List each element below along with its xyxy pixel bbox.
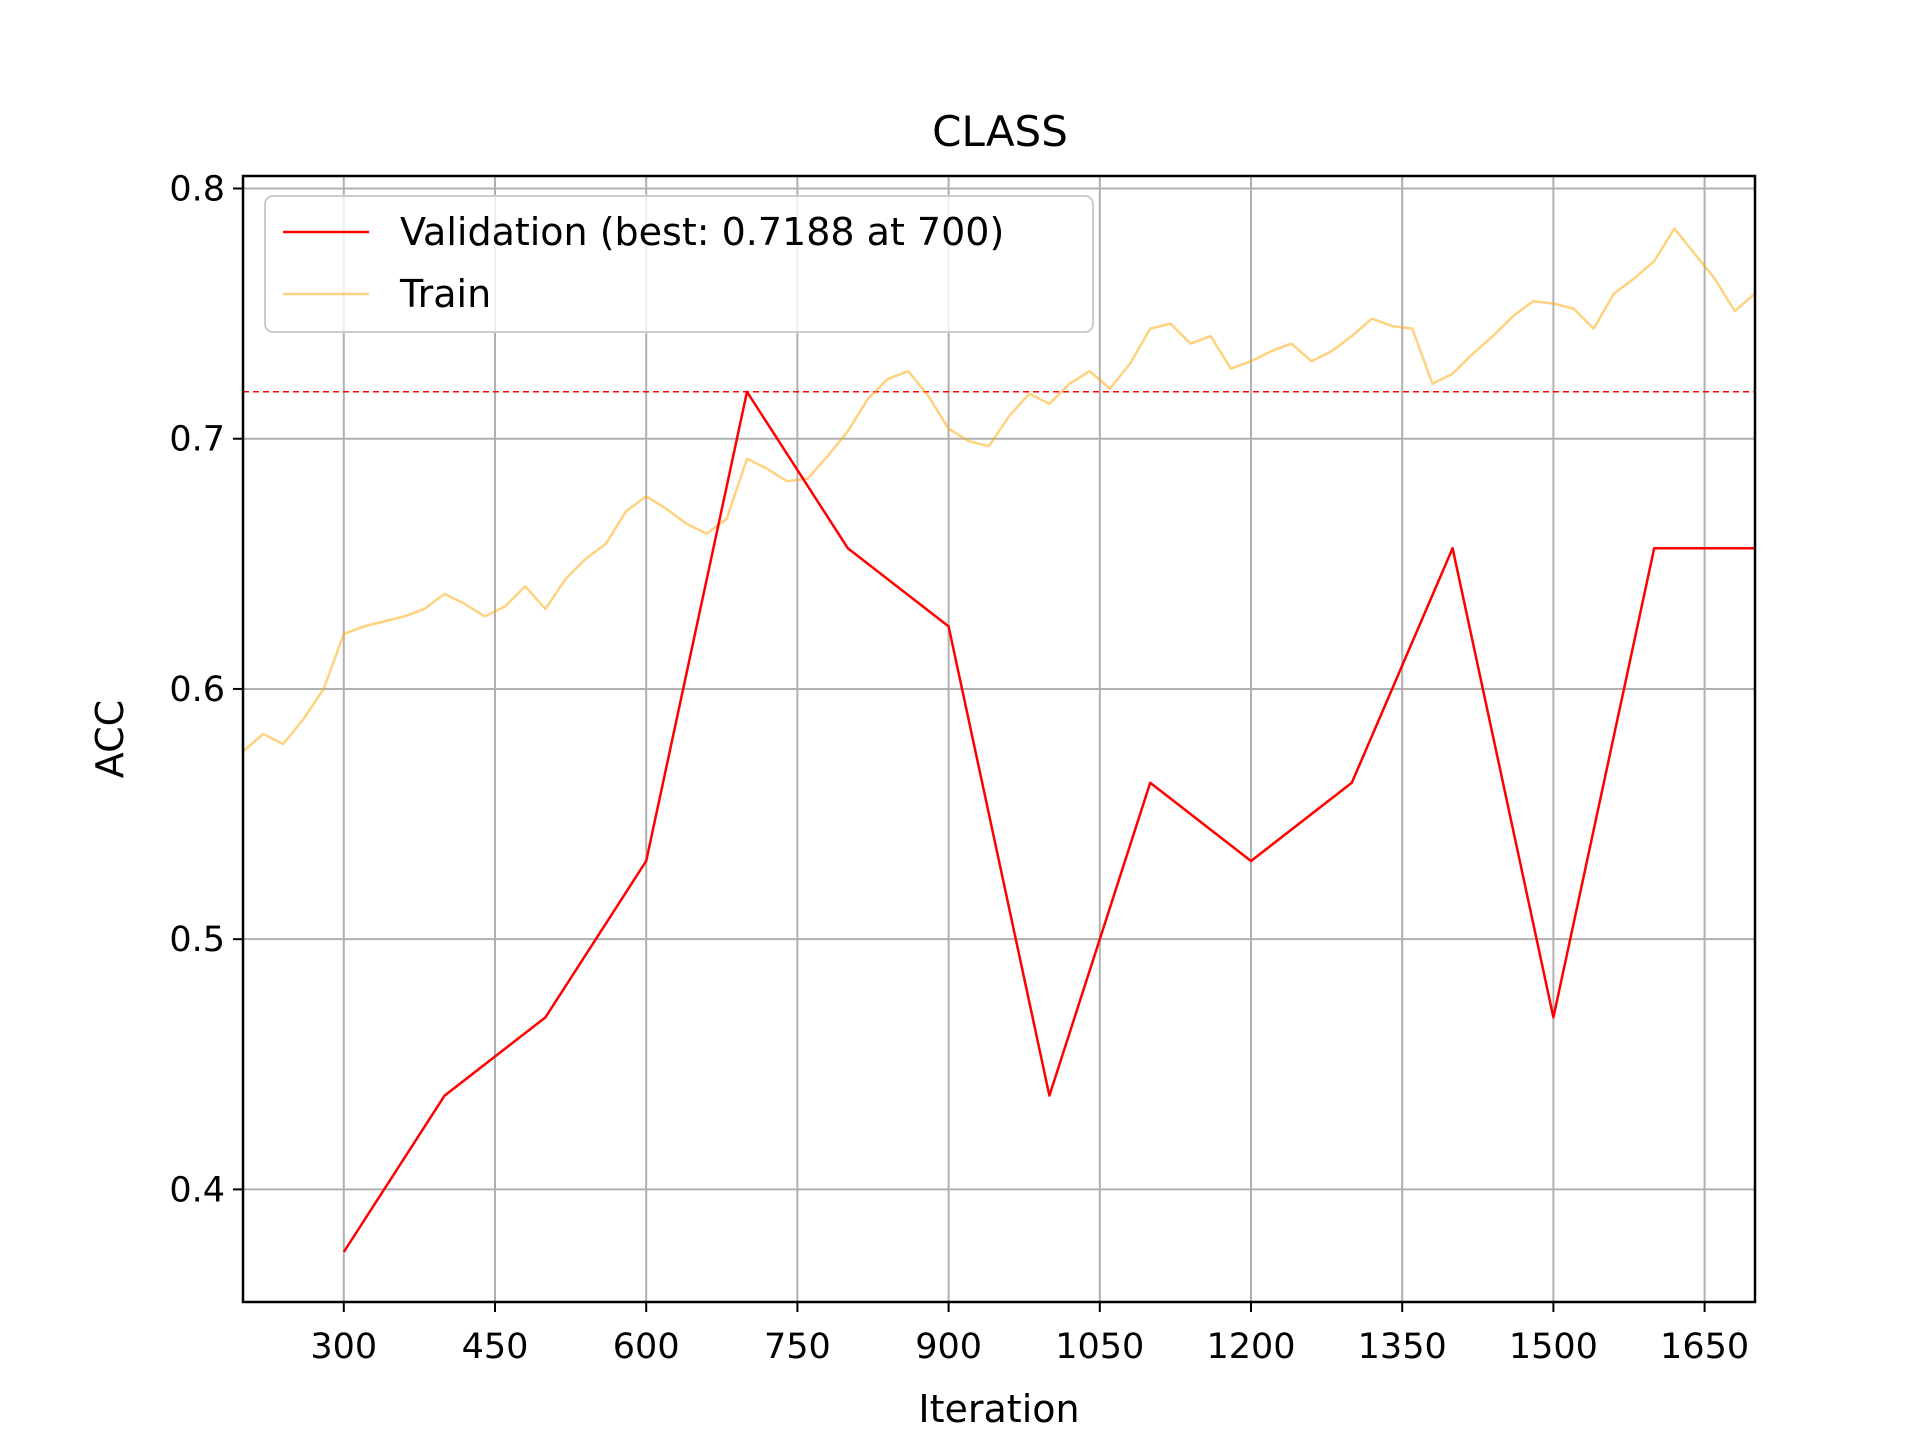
axes-frame bbox=[241, 174, 1757, 1304]
x-tick-label: 1350 bbox=[1358, 1327, 1447, 1367]
x-tick-label: 1650 bbox=[1660, 1327, 1749, 1367]
x-tick-label: 1500 bbox=[1509, 1327, 1598, 1367]
x-tick-label: 300 bbox=[310, 1327, 377, 1367]
y-axis-label: ACC bbox=[88, 700, 132, 778]
y-tick-label: 0.6 bbox=[169, 670, 225, 710]
chart-title: CLASS bbox=[932, 107, 1068, 156]
series-line-validation bbox=[342, 390, 1755, 1253]
series-line-train bbox=[242, 227, 1756, 753]
y-tick-label: 0.8 bbox=[169, 170, 225, 210]
legend-label-train: Train bbox=[399, 272, 491, 316]
legend: Validation (best: 0.7188 at 700) Train bbox=[264, 195, 1094, 333]
y-tick-label: 0.7 bbox=[169, 420, 225, 460]
x-tick-label: 600 bbox=[613, 1327, 680, 1367]
plot-area bbox=[242, 227, 1756, 1253]
legend-label-validation: Validation (best: 0.7188 at 700) bbox=[400, 210, 1004, 254]
y-tick-label: 0.5 bbox=[169, 920, 225, 960]
x-tick-label: 450 bbox=[462, 1327, 529, 1367]
x-tick-label: 900 bbox=[915, 1327, 982, 1367]
x-tick-label: 750 bbox=[764, 1327, 831, 1367]
x-tick-label: 1200 bbox=[1206, 1327, 1295, 1367]
x-axis-label: Iteration bbox=[918, 1387, 1079, 1431]
axis-ticks: 300 450 600 750 900 1050 1200 1350 1500 1650 0.4 0.… bbox=[169, 170, 1749, 1367]
grid bbox=[243, 176, 1755, 1302]
y-tick-label: 0.4 bbox=[169, 1170, 225, 1210]
x-tick-label: 1050 bbox=[1055, 1327, 1144, 1367]
legend-box bbox=[264, 195, 1094, 333]
